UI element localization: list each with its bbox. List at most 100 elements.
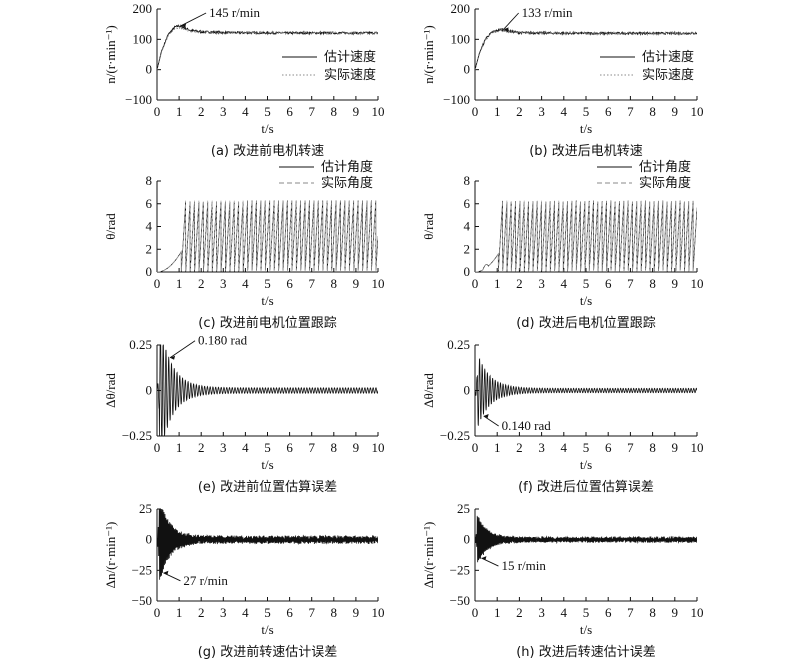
y-axis-label: θ/rad	[421, 213, 436, 240]
y-tick-label: 0	[464, 383, 471, 398]
x-tick-label: 10	[372, 440, 385, 455]
y-tick-label: −100	[125, 92, 152, 107]
series-line-actual	[475, 28, 697, 70]
panel-caption: (a) 改进前电机转速	[211, 143, 324, 159]
x-tick-label: 0	[472, 276, 479, 291]
y-tick-label: −100	[443, 92, 470, 107]
x-tick-label: 5	[264, 104, 271, 119]
x-tick-label: 4	[561, 276, 568, 291]
x-tick-label: 5	[264, 440, 271, 455]
annotation-label: 15 r/min	[501, 558, 546, 573]
x-tick-label: 0	[154, 605, 161, 620]
x-tick-label: 9	[353, 440, 360, 455]
x-tick-label: 9	[353, 605, 360, 620]
x-tick-label: 5	[264, 605, 271, 620]
plot-area	[475, 357, 697, 426]
annotation-arrowhead	[181, 23, 187, 28]
y-tick-label: 8	[464, 173, 471, 188]
x-tick-label: 10	[372, 276, 385, 291]
x-tick-label: 6	[605, 276, 612, 291]
x-tick-label: 1	[494, 605, 501, 620]
y-tick-label: 100	[133, 31, 153, 46]
error-trace	[475, 357, 697, 426]
x-tick-label: 5	[583, 104, 590, 119]
legend-label-estimated: 估计角度	[321, 159, 373, 175]
annotation-leader	[503, 12, 519, 30]
x-tick-label: 1	[176, 605, 183, 620]
chart-panel-g: 0 1 2 3 4 5 6 7 8 9 10−50−25025t/sΔn/(r·min⁻¹)(g) …	[103, 501, 385, 660]
y-tick-label: 2	[146, 241, 153, 256]
y-tick-label: 0.25	[129, 337, 152, 352]
legend-label-actual: 实际角度	[321, 175, 373, 191]
x-tick-label: 10	[372, 605, 385, 620]
y-tick-label: 200	[451, 1, 471, 16]
x-tick-label: 10	[691, 605, 704, 620]
x-tick-label: 2	[198, 104, 205, 119]
x-tick-label: 4	[242, 276, 249, 291]
x-tick-label: 6	[286, 276, 293, 291]
x-tick-label: 7	[627, 440, 634, 455]
panel-caption: (g) 改进前转速估计误差	[198, 644, 338, 659]
panel-caption: (d) 改进后电机位置跟踪	[516, 316, 656, 331]
x-tick-label: 8	[649, 605, 656, 620]
legend-label-estimated: 估计速度	[324, 49, 376, 65]
x-tick-label: 4	[242, 605, 249, 620]
x-tick-label: 8	[331, 104, 338, 119]
x-tick-label: 9	[672, 605, 679, 620]
legend-label-actual: 实际速度	[324, 67, 376, 83]
x-tick-label: 0	[154, 104, 161, 119]
x-axis-label: t/s	[261, 293, 273, 308]
x-tick-label: 2	[516, 276, 523, 291]
y-axis-label: Δθ/rad	[103, 373, 118, 408]
y-tick-label: −25	[132, 562, 152, 577]
x-tick-label: 10	[691, 276, 704, 291]
plot-area	[475, 515, 697, 563]
y-tick-label: 0	[146, 383, 153, 398]
error-trace	[157, 508, 378, 580]
y-tick-label: 0	[146, 264, 153, 279]
x-tick-label: 3	[538, 605, 545, 620]
annotation-label: 133 r/min	[522, 5, 573, 20]
series-line-actual	[157, 26, 378, 70]
x-tick-label: 9	[353, 276, 360, 291]
y-axis-label: n/(r·min⁻¹)	[421, 25, 436, 83]
x-tick-label: 2	[198, 276, 205, 291]
x-axis-label: t/s	[580, 121, 592, 136]
x-tick-label: 3	[220, 440, 227, 455]
x-tick-label: 3	[220, 104, 227, 119]
x-tick-label: 8	[649, 440, 656, 455]
x-tick-label: 6	[286, 605, 293, 620]
panel-caption: (h) 改进后转速估计误差	[516, 645, 656, 659]
x-tick-label: 7	[308, 276, 315, 291]
x-tick-label: 7	[308, 605, 315, 620]
x-axis-label: t/s	[261, 121, 273, 136]
legend-label-estimated: 估计角度	[639, 159, 691, 175]
annotation-label: 0.180 rad	[198, 333, 248, 348]
annotation-leader	[483, 415, 499, 427]
y-tick-label: 25	[457, 501, 470, 516]
x-tick-label: 8	[331, 605, 338, 620]
panel-caption: (e) 改进前位置估算误差	[198, 479, 337, 495]
x-tick-label: 3	[538, 440, 545, 455]
chart-panel-a: 0 1 2 3 4 5 6 7 8 9 10−1000100200t/sn/(r·min⁻¹)(a)…	[103, 1, 385, 159]
annotation-arrowhead	[163, 570, 169, 575]
actual-angle-line	[157, 200, 378, 272]
x-tick-label: 9	[672, 276, 679, 291]
x-tick-label: 2	[198, 605, 205, 620]
annotation-arrowhead	[503, 27, 509, 32]
annotation-label: 145 r/min	[209, 5, 260, 20]
x-tick-label: 1	[176, 276, 183, 291]
x-tick-label: 4	[561, 605, 568, 620]
y-tick-label: 4	[146, 219, 153, 234]
legend-label-actual: 实际角度	[639, 175, 691, 191]
plot-area	[475, 27, 697, 70]
error-trace	[157, 344, 378, 436]
y-tick-label: 0	[464, 264, 471, 279]
plot-area	[157, 24, 378, 70]
y-tick-label: 25	[139, 501, 152, 516]
x-tick-label: 4	[242, 104, 249, 119]
x-tick-label: 9	[353, 104, 360, 119]
x-tick-label: 4	[561, 104, 568, 119]
